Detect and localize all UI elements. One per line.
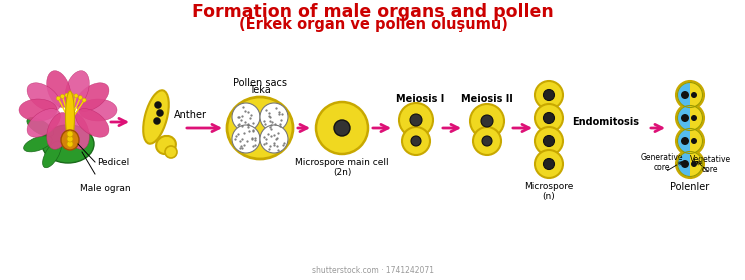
Circle shape [232,125,260,153]
Circle shape [165,146,177,158]
Wedge shape [677,83,690,108]
Circle shape [681,137,689,145]
Wedge shape [677,129,690,153]
Text: Vegetative
core: Vegetative core [689,155,731,174]
Circle shape [153,118,160,125]
Circle shape [74,94,78,98]
Circle shape [78,95,83,100]
Circle shape [681,160,689,168]
Circle shape [334,120,350,136]
Text: Pollen sacs: Pollen sacs [233,78,287,88]
Ellipse shape [47,113,71,149]
Circle shape [411,136,421,146]
Wedge shape [677,151,690,176]
Circle shape [65,93,69,97]
Ellipse shape [66,71,89,108]
Text: Microspore
(n): Microspore (n) [524,182,574,201]
Ellipse shape [24,136,52,152]
Circle shape [156,109,163,116]
Circle shape [232,103,260,131]
Circle shape [676,150,704,178]
Text: Endomitosis: Endomitosis [572,117,639,127]
Ellipse shape [66,91,75,143]
Text: Male ogran: Male ogran [80,184,130,193]
Text: Anther: Anther [174,110,207,120]
Text: Formation of male organs and pollen: Formation of male organs and pollen [192,3,554,21]
Text: Polenler: Polenler [670,182,710,192]
Text: Meiosis I: Meiosis I [396,94,444,104]
Circle shape [67,136,73,142]
Text: Teka: Teka [249,85,271,95]
Circle shape [544,136,554,146]
Circle shape [676,104,704,132]
Circle shape [535,150,563,178]
Circle shape [691,115,697,121]
Text: Meiosis II: Meiosis II [461,94,513,104]
Circle shape [67,141,73,147]
Circle shape [681,114,689,122]
Ellipse shape [61,130,79,150]
Text: Microspore main cell
(2n): Microspore main cell (2n) [295,158,389,178]
Circle shape [470,104,504,138]
Ellipse shape [42,141,61,168]
Circle shape [473,127,501,155]
Text: shutterstock.com · 1741242071: shutterstock.com · 1741242071 [312,266,434,275]
Text: (Erkek organ ve pollen oluşumu): (Erkek organ ve pollen oluşumu) [238,17,507,32]
Wedge shape [690,151,703,176]
Circle shape [57,96,60,100]
Circle shape [535,127,563,155]
Ellipse shape [156,136,176,154]
Wedge shape [690,83,703,108]
Circle shape [60,94,65,98]
Circle shape [260,103,288,131]
Ellipse shape [75,83,109,111]
Circle shape [67,131,73,137]
Circle shape [681,91,689,99]
Circle shape [691,92,697,98]
Circle shape [399,103,433,137]
Circle shape [82,98,86,102]
Circle shape [544,90,554,101]
Circle shape [482,136,492,146]
Circle shape [154,102,162,109]
Circle shape [676,81,704,109]
Circle shape [544,158,554,169]
Text: Pedicel: Pedicel [97,158,129,167]
Circle shape [535,81,563,109]
Ellipse shape [27,83,60,111]
Circle shape [544,113,554,123]
Ellipse shape [27,109,60,137]
Ellipse shape [143,90,169,144]
Circle shape [260,125,288,153]
Ellipse shape [227,97,293,159]
Ellipse shape [79,99,117,121]
Ellipse shape [27,118,54,136]
Circle shape [535,104,563,132]
Ellipse shape [47,71,71,108]
Wedge shape [677,106,690,130]
Ellipse shape [66,113,89,149]
Circle shape [69,93,74,97]
Circle shape [676,127,704,155]
Circle shape [691,161,697,167]
Circle shape [691,138,697,144]
Wedge shape [690,129,703,153]
Wedge shape [690,106,703,130]
Circle shape [402,127,430,155]
Text: Generative
core: Generative core [641,153,683,172]
Ellipse shape [42,125,94,163]
Circle shape [481,115,493,127]
Circle shape [410,114,422,126]
Circle shape [316,102,368,154]
Ellipse shape [19,99,57,121]
Ellipse shape [75,109,109,137]
